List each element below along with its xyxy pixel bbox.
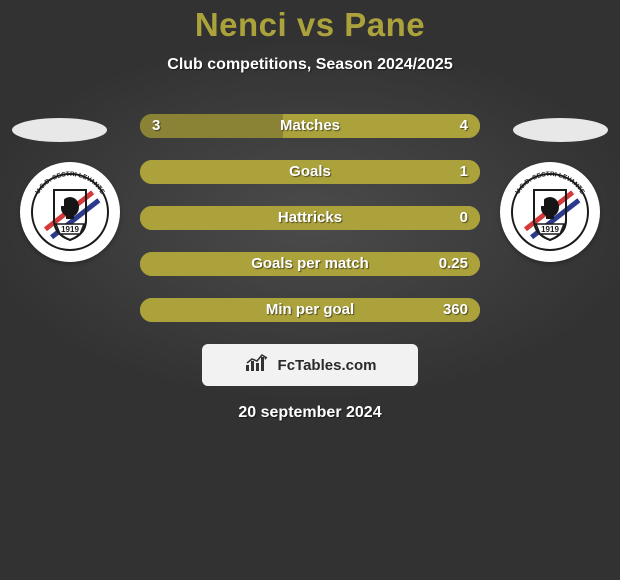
svg-text:1919: 1919 bbox=[541, 225, 559, 234]
stat-value-right: 0 bbox=[460, 206, 468, 230]
stat-bar: Min per goal360 bbox=[140, 298, 480, 322]
stat-bar: Goals per match0.25 bbox=[140, 252, 480, 276]
spark-bars-icon bbox=[244, 353, 272, 377]
halo-left bbox=[12, 118, 107, 142]
subtitle: Club competitions, Season 2024/2025 bbox=[0, 56, 620, 74]
stat-value-right: 4 bbox=[460, 114, 468, 138]
stat-bar: Goals1 bbox=[140, 160, 480, 184]
team-crest-left: U.S.D. SESTRI LEVANTE 1919 bbox=[20, 162, 120, 262]
stat-label: Goals per match bbox=[140, 252, 480, 276]
stat-label: Matches bbox=[140, 114, 480, 138]
stat-bar: Hattricks0 bbox=[140, 206, 480, 230]
stat-value-right: 360 bbox=[443, 298, 468, 322]
attribution-badge: FcTables.com bbox=[202, 344, 418, 386]
comparison-panel: U.S.D. SESTRI LEVANTE 1919 U.S.D. SESTRI… bbox=[0, 114, 620, 322]
stat-value-right: 0.25 bbox=[439, 252, 468, 276]
footer-date: 20 september 2024 bbox=[0, 404, 620, 422]
page-title: Nenci vs Pane bbox=[0, 6, 620, 44]
halo-right bbox=[513, 118, 608, 142]
stat-value-left: 3 bbox=[152, 114, 160, 138]
attribution-text: FcTables.com bbox=[278, 357, 377, 374]
stat-bars: Matches3 4 Goals1 Hattricks0 Goals per match… bbox=[140, 114, 480, 322]
vs-text: vs bbox=[297, 6, 335, 43]
stat-label: Goals bbox=[140, 160, 480, 184]
team-crest-right: U.S.D. SESTRI LEVANTE 1919 bbox=[500, 162, 600, 262]
stat-value-right: 1 bbox=[460, 160, 468, 184]
player-right-name: Pane bbox=[344, 6, 425, 43]
stat-bar: Matches3 4 bbox=[140, 114, 480, 138]
stat-label: Min per goal bbox=[140, 298, 480, 322]
stat-label: Hattricks bbox=[140, 206, 480, 230]
player-left-name: Nenci bbox=[195, 6, 287, 43]
svg-text:1919: 1919 bbox=[61, 225, 79, 234]
content-root: Nenci vs Pane Club competitions, Season … bbox=[0, 0, 620, 422]
